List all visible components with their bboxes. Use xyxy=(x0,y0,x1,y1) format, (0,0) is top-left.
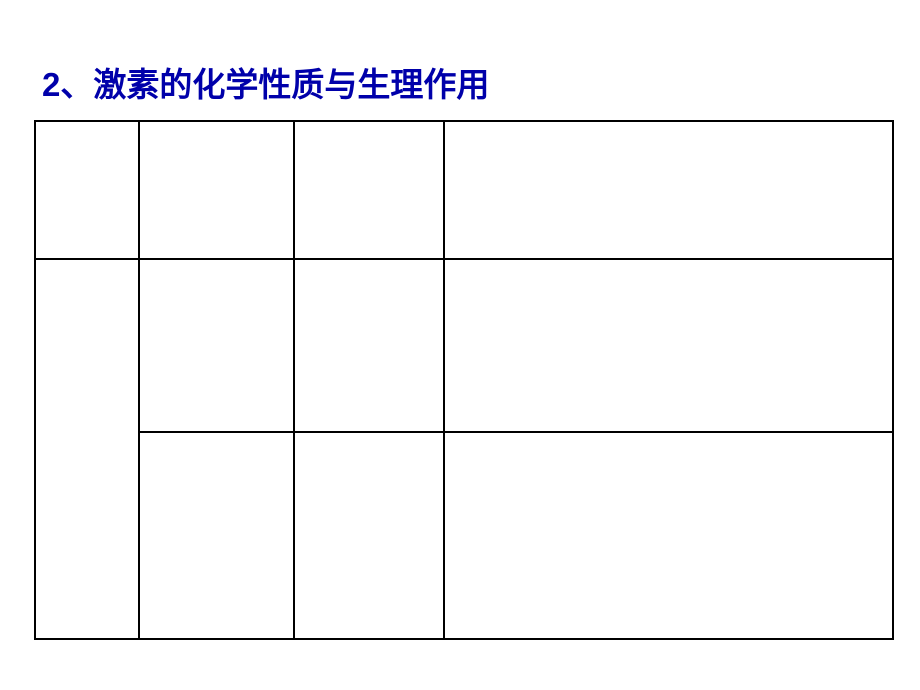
table-cell xyxy=(35,121,139,259)
table-cell xyxy=(444,259,894,432)
table-cell xyxy=(294,432,444,639)
section-title: 2、激素的化学性质与生理作用 xyxy=(42,58,489,106)
table-cell xyxy=(444,432,894,639)
table-cell xyxy=(139,259,294,432)
table-cell xyxy=(139,121,294,259)
table-cell xyxy=(444,121,894,259)
hormone-table-container xyxy=(34,120,894,640)
table-cell xyxy=(294,121,444,259)
table-row xyxy=(35,259,893,432)
hormone-table xyxy=(34,120,894,640)
table-row xyxy=(35,432,893,639)
table-cell xyxy=(294,259,444,432)
table-cell xyxy=(139,432,294,639)
table-row xyxy=(35,121,893,259)
table-cell xyxy=(35,259,139,639)
